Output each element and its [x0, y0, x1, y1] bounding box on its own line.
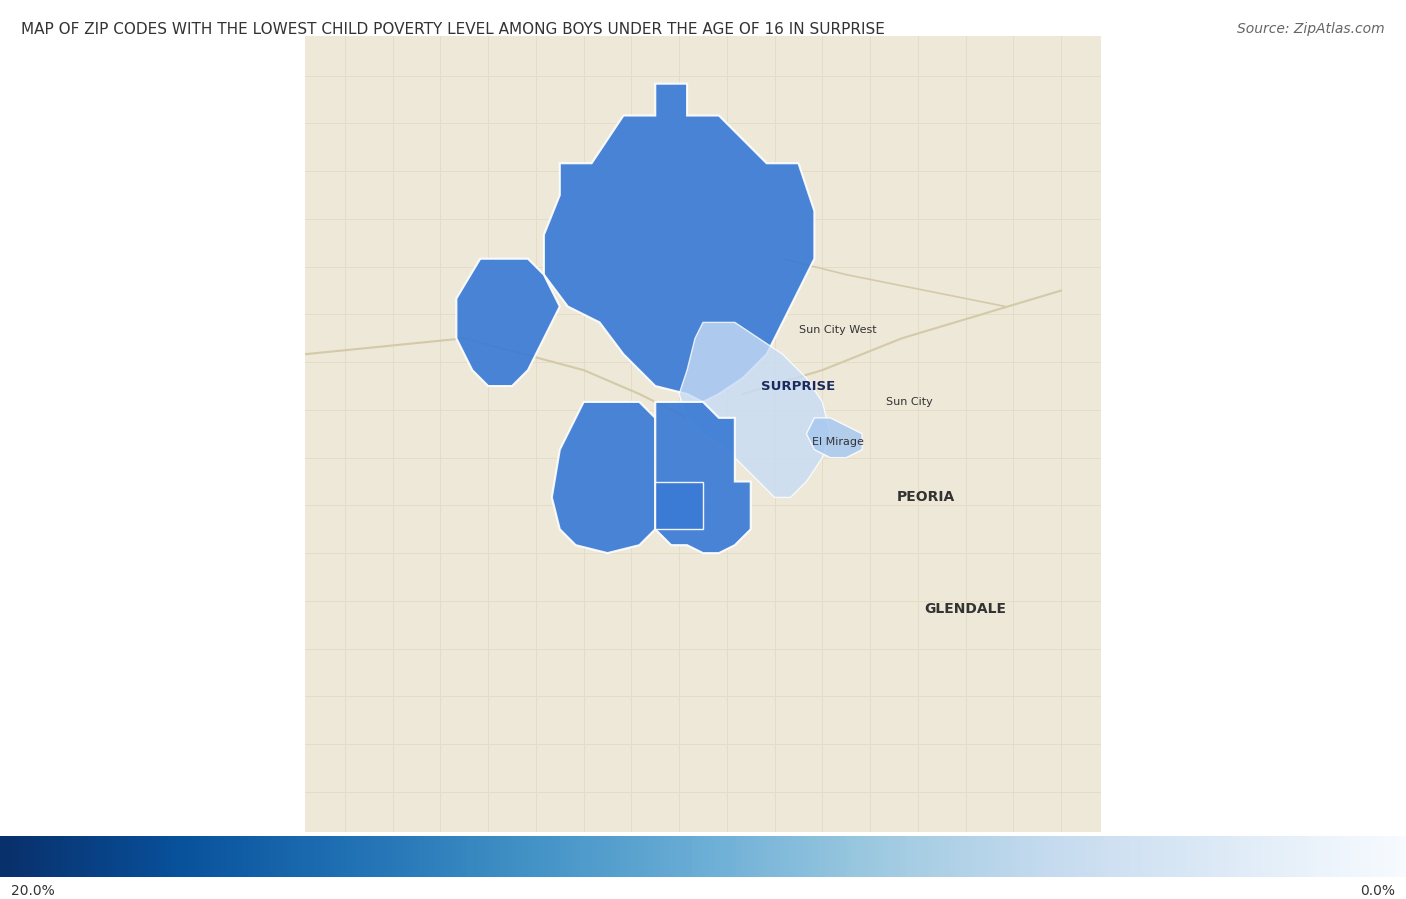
Polygon shape — [655, 482, 703, 530]
Polygon shape — [457, 259, 560, 386]
Polygon shape — [807, 418, 862, 458]
Text: 0.0%: 0.0% — [1360, 885, 1395, 898]
Text: MAP OF ZIP CODES WITH THE LOWEST CHILD POVERTY LEVEL AMONG BOYS UNDER THE AGE OF: MAP OF ZIP CODES WITH THE LOWEST CHILD P… — [21, 22, 884, 38]
Polygon shape — [679, 323, 831, 497]
Text: Sun City West: Sun City West — [800, 325, 877, 335]
Text: PEORIA: PEORIA — [897, 491, 955, 504]
Text: Source: ZipAtlas.com: Source: ZipAtlas.com — [1237, 22, 1385, 37]
Polygon shape — [551, 402, 655, 553]
Polygon shape — [655, 402, 751, 553]
Text: GLENDALE: GLENDALE — [925, 601, 1007, 616]
Text: SURPRISE: SURPRISE — [761, 379, 835, 393]
Text: 20.0%: 20.0% — [11, 885, 55, 898]
Text: Sun City: Sun City — [887, 397, 934, 407]
Polygon shape — [544, 84, 814, 402]
Text: El Mirage: El Mirage — [813, 437, 865, 447]
